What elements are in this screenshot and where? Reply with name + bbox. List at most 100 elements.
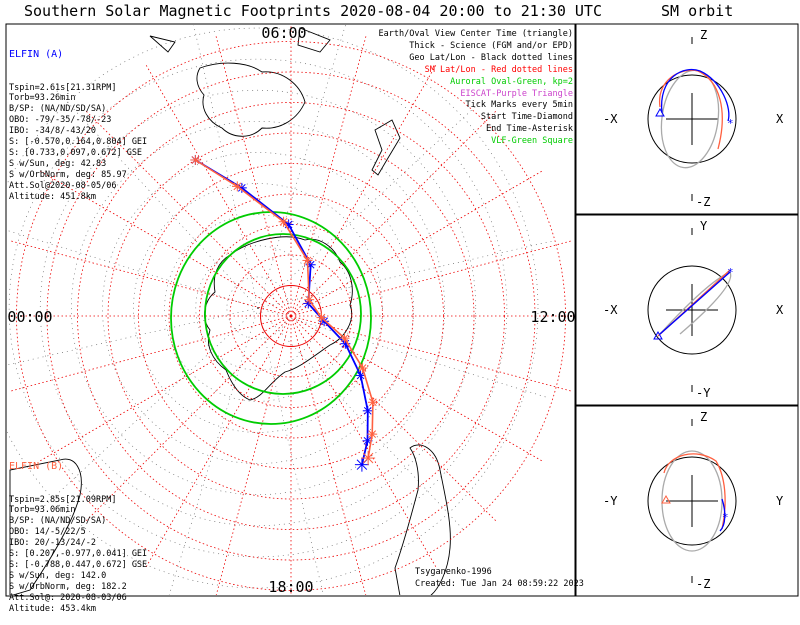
sm-mlt-spoke: [85, 110, 292, 317]
legend-entry: Geo Lat/Lon - Black dotted lines: [409, 52, 573, 63]
sm-mlt-spoke: [290, 315, 497, 522]
track-tick: [362, 405, 373, 416]
track-tick: [278, 216, 289, 227]
track-tick: [367, 397, 378, 408]
credit-created: Created: Tue Jan 24 08:59:22 2023: [415, 579, 584, 589]
axis-label-right: X: [776, 303, 784, 317]
axis-label-right: Y: [776, 494, 784, 508]
earth-circle: [647, 74, 737, 164]
axis-label-bottom: -Z: [696, 577, 710, 591]
continent-outline: [196, 62, 306, 137]
probe-a-info-line: S: [-0.570,0.164,0.804] GEI: [9, 137, 148, 148]
sm-mlt-spoke: [290, 315, 437, 568]
track-tick: [361, 451, 376, 466]
mlt-label-bottom: 18:00: [268, 578, 313, 596]
probe-b-info-line: Altitude: 453.4km: [9, 603, 96, 614]
sm-grid: [7, 26, 574, 595]
sm-orbit-panel-xz: Z -Z -X X *: [603, 28, 784, 209]
probe-a-lines: Tspin=2.61s[21.31RPM] Torb=93.26min B/SP: …: [9, 83, 147, 203]
legend-entry: Earth/Oval View Center Time (triangle): [378, 29, 573, 39]
axis-label-left: -X: [603, 303, 618, 317]
end-asterisk: *: [722, 511, 729, 524]
legend-entry: VLF-Green Square: [491, 136, 573, 147]
axis-label-left: -X: [603, 112, 618, 126]
sm-mlt-spoke: [39, 315, 292, 462]
legend-entry: End Time-Asterisk: [486, 124, 573, 135]
sm-panel-frame-3: [575, 405, 799, 597]
sm-orbit-panel-xy: Y -Y -X X *: [603, 219, 784, 400]
end-asterisk: *: [727, 117, 734, 130]
sm-mlt-spoke: [290, 315, 367, 595]
page-title: Southern Solar Magnetic Footprints 2020-…: [24, 2, 602, 20]
probe-b-info-line: S w/OrbNorm, deg: 182.2: [9, 581, 127, 592]
track-tick: [355, 370, 366, 381]
track-tick: [316, 312, 327, 323]
sm-orbit-title: SM orbit: [661, 2, 734, 20]
legend-entry: Start Time-Diamond: [480, 112, 573, 123]
probe-b-info-line: IBO: 20/-13/24/-2: [9, 538, 96, 549]
end-asterisk: *: [727, 266, 734, 279]
probe-a-info-line: S w/OrbNorm, deg: 85.97: [9, 169, 127, 180]
axis-label-top: Z: [700, 410, 707, 424]
probe-b-info-line: S: [0.207,-0.977,0.041] GEI: [9, 549, 148, 560]
sm-mlt-spoke: [39, 170, 292, 317]
axis-label-top: Y: [700, 219, 708, 233]
track-tick: [232, 181, 243, 192]
probe-b-info-line: Att.Sol@: 2020-08-03/06: [9, 592, 127, 603]
continent-outline: [394, 444, 451, 595]
geo-lat-ring: [8, 58, 508, 558]
probe-b-info-line: S w/Sun, deg: 142.0: [9, 570, 107, 581]
mlt-label-right: 12:00: [530, 308, 575, 326]
mlt-label-top: 06:00: [261, 24, 306, 42]
legend: Earth/Oval View Center Time (triangle) Th…: [379, 29, 573, 148]
geo-lat-ring: [39, 89, 477, 527]
footprint-tracks: [190, 154, 378, 472]
legend-entry: Auroral Oval-Green, kp=2: [450, 76, 573, 87]
probe-b-info: ELFIN (B) Tspin=2.85s[21.09RPM] Torb=93.0…: [9, 440, 147, 625]
geo-lon-line: [257, 240, 556, 309]
geo-lon-line: [7, 230, 259, 309]
geo-lon-line: [50, 84, 259, 309]
sm-orbit-panel-yz: Z -Z -Y Y *: [603, 410, 784, 591]
start-triangle: [655, 107, 665, 117]
axis-label-bottom: -Z: [696, 195, 710, 209]
geo-lon-line: [193, 25, 259, 309]
track-tick: [190, 154, 201, 165]
continent-outline: [9, 458, 82, 595]
auroral-oval-inner: [204, 233, 362, 395]
geo-lon-line: [257, 307, 466, 532]
probe-b-name: ELFIN (B): [9, 460, 64, 472]
sm-lat-ring: [168, 193, 414, 439]
geo-lon-line: [257, 307, 324, 595]
geo-lon-line: [257, 100, 482, 309]
mlt-label-left: 00:00: [7, 308, 52, 326]
probe-b-info-line: S: [-0.788,0.447,0.672] GSE: [9, 559, 148, 570]
sm-lat-ring: [16, 41, 566, 591]
axis-label-left: -Y: [603, 494, 618, 508]
polar-plot-frame: [5, 23, 576, 597]
track-tick: [304, 294, 315, 305]
sm-mlt-spoke: [85, 315, 292, 522]
probe-a-info-line: Altitude: 451.8km: [9, 191, 96, 202]
sm-lat-ring: [199, 224, 383, 408]
probe-a-info-line: Tspin=2.61s[21.31RPM]: [9, 82, 117, 93]
geo-lon-line: [257, 25, 346, 309]
sm-mlt-spoke: [215, 36, 292, 317]
geo-lon-line: [257, 307, 550, 399]
sm-mlt-spoke: [290, 315, 571, 392]
probe-a-info-line: OBO: -79/-35/-78/-23: [9, 115, 112, 126]
sm-mlt-spoke: [290, 64, 437, 317]
probe-b-info-line: Torb=93.06min: [9, 505, 76, 516]
continent-outline: [297, 27, 331, 53]
earth-circle: [647, 265, 737, 355]
track-tick: [302, 255, 313, 266]
sm-mlt-spoke: [145, 315, 292, 568]
earth-circle: [647, 456, 737, 546]
sm-mlt-spoke: [290, 170, 543, 317]
geo-lon-line: [168, 307, 259, 595]
geo-lat-ring: [102, 152, 414, 464]
probe-a-info-line: S: [0.733,0.097,0.672] GSE: [9, 147, 143, 158]
probe-a-info-line: B/SP: (NA/ND/SD/SA): [9, 104, 107, 115]
geo-lon-line: [34, 307, 259, 516]
geo-lat-ring: [71, 121, 445, 495]
